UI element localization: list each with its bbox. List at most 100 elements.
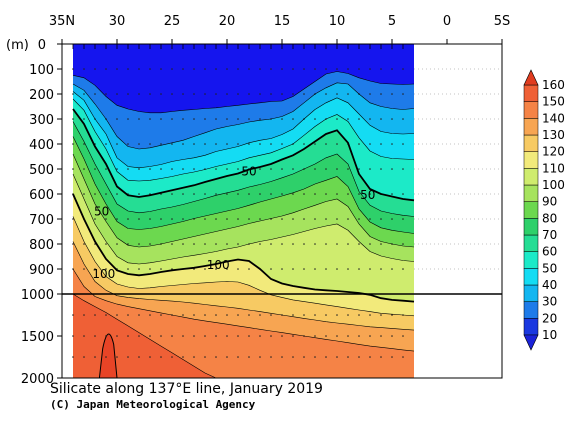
sample-dot — [204, 335, 206, 337]
sample-dot — [105, 193, 107, 195]
sample-dot — [204, 356, 206, 358]
sample-dot — [204, 118, 206, 120]
sample-dot — [127, 168, 129, 170]
sample-dot — [94, 218, 96, 220]
sample-dot — [83, 314, 85, 316]
sample-dot — [204, 93, 206, 95]
sample-dot — [94, 314, 96, 316]
sample-dot — [160, 314, 162, 316]
sample-dot — [182, 168, 184, 170]
sample-dot — [248, 218, 250, 220]
sample-dot — [127, 68, 129, 70]
sample-dot — [215, 356, 217, 358]
sample-dot — [138, 243, 140, 245]
sample-dot — [237, 335, 239, 337]
sample-dot — [127, 314, 129, 316]
sample-dot — [237, 268, 239, 270]
sample-dot — [116, 68, 118, 70]
sample-dot — [248, 93, 250, 95]
sample-dot — [116, 93, 118, 95]
sample-dot — [325, 193, 327, 195]
sample-dot — [149, 68, 151, 70]
sample-dot — [94, 268, 96, 270]
sample-dot — [94, 168, 96, 170]
sample-dot — [83, 243, 85, 245]
sample-dot — [127, 268, 129, 270]
sample-dot — [380, 168, 382, 170]
sample-dot — [127, 118, 129, 120]
sample-dot — [281, 168, 283, 170]
sample-dot — [72, 143, 74, 145]
sample-dot — [402, 268, 404, 270]
sample-dot — [325, 68, 327, 70]
y-tick-label: 100 — [29, 63, 54, 78]
sample-dot — [292, 218, 294, 220]
sample-dot — [215, 218, 217, 220]
sample-dot — [226, 243, 228, 245]
sample-dot — [369, 314, 371, 316]
y-tick-label: 400 — [29, 138, 54, 153]
isoline-110 — [72, 216, 415, 317]
colorbar-segment — [523, 134, 539, 152]
sample-dot — [138, 356, 140, 358]
sample-dot — [237, 68, 239, 70]
x-tick-label: 25 — [164, 14, 181, 29]
sample-dot — [116, 193, 118, 195]
sample-dot — [171, 143, 173, 145]
x-tick-label: 35N — [49, 14, 75, 29]
sample-dot — [314, 193, 316, 195]
colorbar-segment — [523, 84, 539, 102]
sample-dot — [160, 118, 162, 120]
sample-dot — [314, 314, 316, 316]
sample-dot — [193, 168, 195, 170]
sample-dot — [270, 93, 272, 95]
sample-dot — [193, 93, 195, 95]
sample-dot — [215, 335, 217, 337]
sample-dot — [138, 218, 140, 220]
sample-dot — [314, 335, 316, 337]
sample-dot — [83, 68, 85, 70]
sample-dot — [160, 356, 162, 358]
sample-dot — [314, 68, 316, 70]
sample-dot — [336, 335, 338, 337]
colorbar-segment — [523, 201, 539, 219]
colorbar-segment — [523, 268, 539, 286]
sample-dot — [160, 168, 162, 170]
sample-dot — [369, 93, 371, 95]
isoline-20 — [72, 82, 415, 150]
sample-dot — [116, 356, 118, 358]
sample-dot — [193, 335, 195, 337]
sample-dot — [149, 218, 151, 220]
sample-dot — [292, 118, 294, 120]
sample-dot — [358, 143, 360, 145]
x-tick-label: 20 — [219, 14, 236, 29]
colorbar-segment — [523, 118, 539, 136]
sample-dot — [105, 143, 107, 145]
colorbar-label: 80 — [542, 211, 557, 225]
sample-dot — [303, 93, 305, 95]
sample-dot — [138, 193, 140, 195]
sample-dot — [116, 218, 118, 220]
y-tick-label: 800 — [29, 238, 54, 253]
sample-dot — [138, 268, 140, 270]
sample-dot — [281, 243, 283, 245]
y-tick-label: 700 — [29, 213, 54, 228]
chart-title: Silicate along 137°E line, January 2019 — [50, 381, 323, 397]
sample-dot — [281, 118, 283, 120]
sample-dot — [83, 93, 85, 95]
colorbar-label: 160 — [542, 78, 565, 92]
isoline-10 — [72, 71, 415, 114]
no-data-north — [62, 44, 73, 378]
sample-dot — [160, 68, 162, 70]
sample-dot — [281, 218, 283, 220]
isoline-40 — [72, 98, 415, 182]
sample-dot — [347, 314, 349, 316]
sample-dot — [369, 356, 371, 358]
sample-dot — [292, 314, 294, 316]
sample-dot — [391, 356, 393, 358]
sample-dot — [259, 68, 261, 70]
sample-dot — [182, 335, 184, 337]
sample-dot — [292, 335, 294, 337]
isoline-50 — [72, 108, 415, 202]
sample-dot — [72, 168, 74, 170]
